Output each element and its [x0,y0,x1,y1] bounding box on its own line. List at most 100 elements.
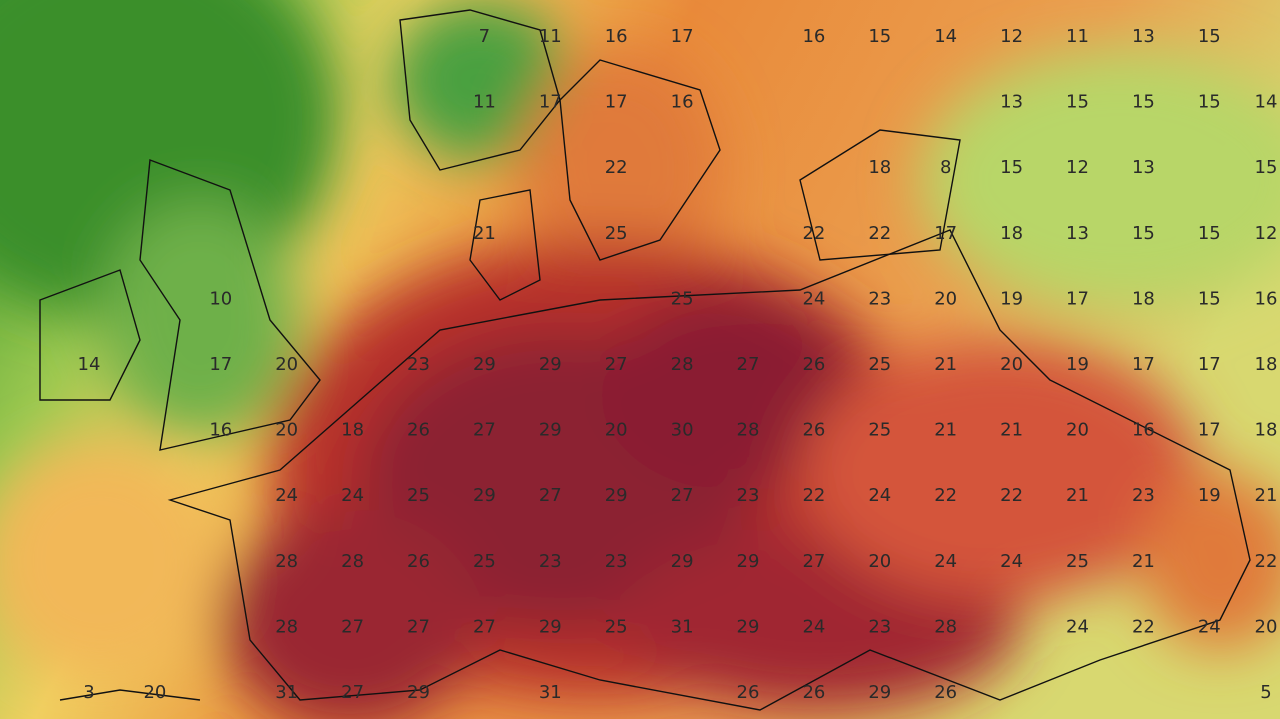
temperature-label: 28 [671,354,694,375]
temperature-label: 31 [539,682,562,703]
temperature-label: 20 [275,420,298,441]
temperature-label: 18 [1255,420,1278,441]
temperature-label: 22 [1132,616,1155,637]
temperature-label: 26 [407,420,430,441]
temperature-label: 27 [341,682,364,703]
temperature-label: 25 [473,551,496,572]
temperature-label: 27 [473,420,496,441]
temperature-label: 23 [605,551,628,572]
temperature-label: 7 [479,26,490,47]
temperature-label: 29 [868,682,891,703]
temperature-label: 15 [1000,157,1023,178]
temperature-label: 17 [1066,288,1089,309]
temperature-label: 17 [605,92,628,113]
temperature-label: 19 [1000,288,1023,309]
temperature-label: 29 [737,551,760,572]
temperature-label: 23 [539,551,562,572]
temperature-label: 23 [407,354,430,375]
temperature-label: 10 [209,288,232,309]
temperature-label: 28 [934,616,957,637]
temperature-label: 25 [671,288,694,309]
temperature-label: 17 [671,26,694,47]
temperature-label: 20 [143,682,166,703]
temperature-label: 28 [737,420,760,441]
temperature-label: 20 [1255,616,1278,637]
temperature-label: 14 [1255,92,1278,113]
temperature-label: 12 [1066,157,1089,178]
temperature-label: 27 [671,485,694,506]
temperature-label: 21 [1132,551,1155,572]
temperature-label: 27 [341,616,364,637]
temperature-label: 18 [1255,354,1278,375]
temperature-label: 24 [1000,551,1023,572]
temperature-label: 11 [539,26,562,47]
temperature-label: 25 [605,223,628,244]
temperature-label: 17 [1198,420,1221,441]
temperature-label: 23 [868,288,891,309]
temperature-label: 16 [802,26,825,47]
temperature-label: 21 [1000,420,1023,441]
temperature-label: 24 [802,616,825,637]
temperature-label: 19 [1066,354,1089,375]
temperature-label: 26 [934,682,957,703]
temperature-label: 16 [1255,288,1278,309]
temperature-label: 24 [868,485,891,506]
temperature-label: 29 [539,354,562,375]
temperature-label: 16 [671,92,694,113]
temperature-label: 20 [275,354,298,375]
temperature-label: 5 [1260,682,1271,703]
temperature-label: 29 [407,682,430,703]
temperature-label: 15 [1198,223,1221,244]
temperature-label: 3 [83,682,94,703]
temperature-label: 15 [1255,157,1278,178]
temperature-label: 11 [1066,26,1089,47]
temperature-label: 27 [737,354,760,375]
temperature-label: 22 [934,485,957,506]
temperature-label: 17 [934,223,957,244]
temperature-label: 29 [539,616,562,637]
temperature-label: 18 [1000,223,1023,244]
temperature-label: 13 [1132,157,1155,178]
temperature-label: 23 [868,616,891,637]
temperature-label: 19 [1198,485,1221,506]
temperature-label: 8 [940,157,951,178]
temperature-label: 25 [868,354,891,375]
temperature-label: 25 [407,485,430,506]
temperature-label: 14 [78,354,101,375]
temperature-label: 22 [868,223,891,244]
temperature-label: 31 [275,682,298,703]
temperature-label: 27 [605,354,628,375]
temperature-label: 15 [1066,92,1089,113]
temperature-label: 15 [1198,288,1221,309]
temperature-label: 30 [671,420,694,441]
temperature-label: 15 [1198,26,1221,47]
coastlines [39,9,1251,711]
temperature-label: 21 [1255,485,1278,506]
temperature-label: 11 [473,92,496,113]
temperature-label: 15 [1132,92,1155,113]
temperature-label: 13 [1000,92,1023,113]
temperature-labels: 7 11 16 17 16 15 14 12 11 13 15 11 17 17 16 13 15 15 15 14 2… [78,26,1278,703]
temperature-label: 24 [934,551,957,572]
temperature-label: 14 [934,26,957,47]
temperature-label: 26 [802,682,825,703]
temperature-label: 17 [209,354,232,375]
temperature-label: 26 [802,420,825,441]
temperature-label: 17 [1132,354,1155,375]
temperature-label: 29 [473,485,496,506]
temperature-label: 20 [1000,354,1023,375]
temperature-label: 20 [605,420,628,441]
temperature-label: 15 [868,26,891,47]
temperature-label: 28 [341,551,364,572]
temperature-label: 16 [605,26,628,47]
temperature-label: 26 [802,354,825,375]
temperature-label: 22 [1000,485,1023,506]
temperature-label: 27 [473,616,496,637]
temperature-label: 21 [934,354,957,375]
temperature-label: 21 [473,223,496,244]
temperature-label: 29 [671,551,694,572]
temperature-label: 15 [1132,223,1155,244]
temperature-label: 18 [341,420,364,441]
